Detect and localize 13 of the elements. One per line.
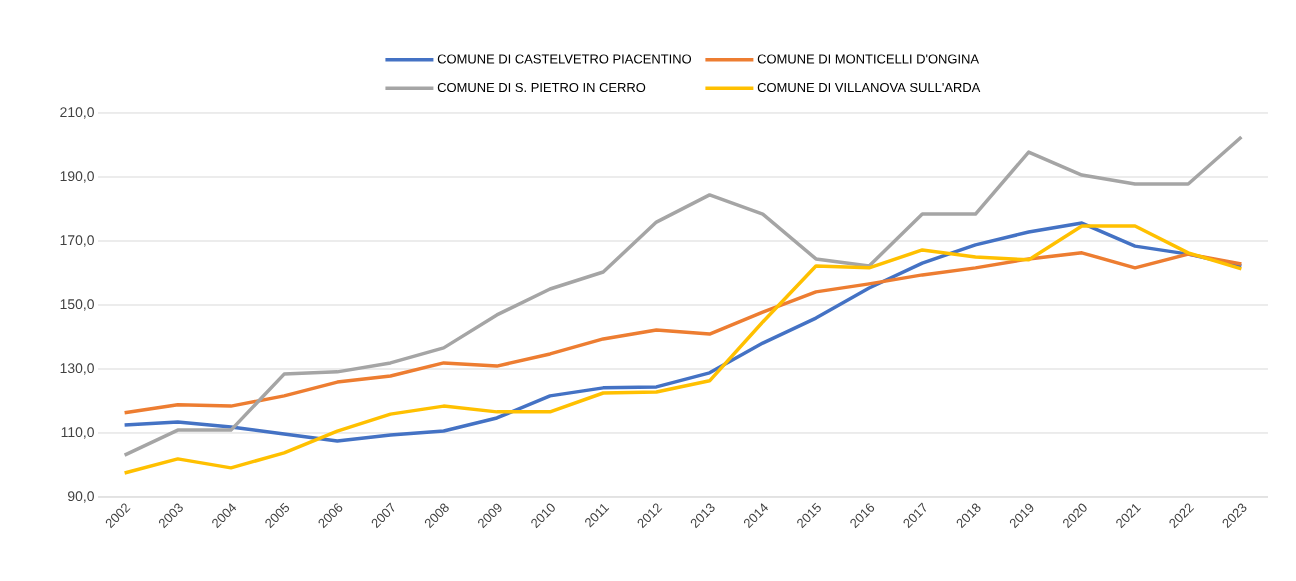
y-tick-label: 150,0	[60, 299, 94, 311]
y-tick-label: 210,0	[60, 107, 94, 119]
legend-label: COMUNE DI S. PIETRO IN CERRO	[437, 82, 646, 93]
y-tick-label: 190,0	[60, 171, 94, 183]
y-tick-label: 110,0	[61, 427, 94, 439]
line-series	[122, 251, 1244, 415]
legend-label: COMUNE DI CASTELVETRO PIACENTINO	[437, 54, 692, 64]
legend-label: COMUNE DI MONTICELLI D'ONGINA	[757, 54, 980, 64]
legend-label: COMUNE DI VILLANOVA SULL'ARDA	[757, 82, 981, 93]
y-tick-label: 170,0	[60, 235, 94, 247]
line-series	[122, 135, 1244, 457]
y-tick-label: 130,0	[60, 363, 94, 375]
y-tick-label: 90,0	[68, 491, 94, 503]
